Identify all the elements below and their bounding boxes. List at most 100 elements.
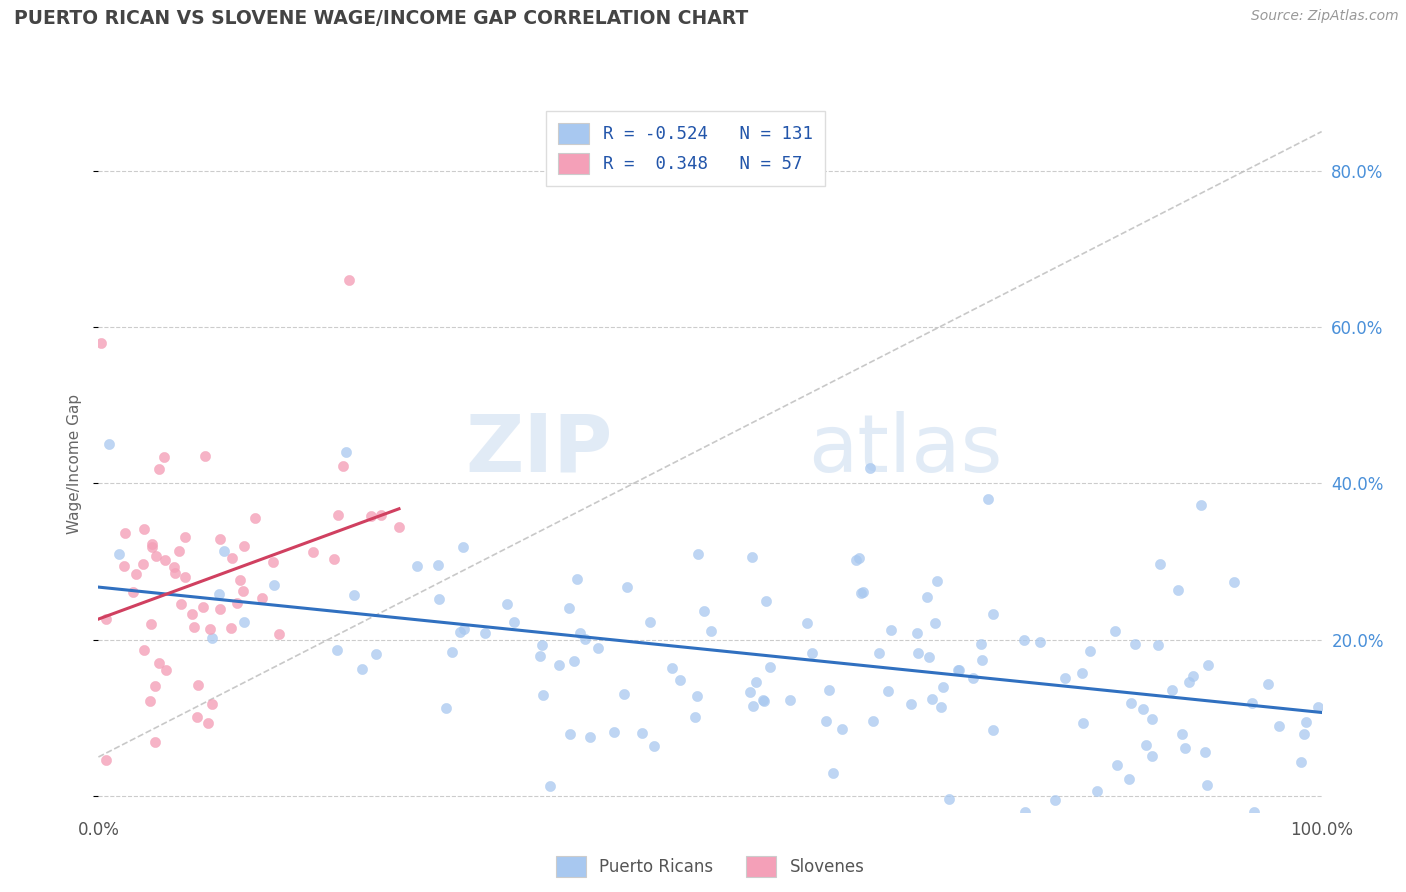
- Point: [669, 673, 692, 688]
- Point: [741, 549, 763, 564]
- Point: [366, 647, 388, 661]
- Point: [1268, 719, 1291, 733]
- Point: [1257, 676, 1279, 690]
- Point: [194, 449, 217, 463]
- Point: [186, 710, 208, 724]
- Point: [98, 437, 121, 451]
- Point: [686, 547, 709, 561]
- Point: [558, 601, 581, 615]
- Point: [1149, 557, 1171, 571]
- Point: [1029, 634, 1052, 648]
- Point: [1142, 748, 1164, 763]
- Point: [938, 792, 960, 806]
- Point: [360, 508, 382, 523]
- Point: [427, 591, 450, 606]
- Point: [1181, 669, 1204, 683]
- Point: [94, 753, 117, 767]
- Point: [143, 735, 166, 749]
- Point: [970, 637, 993, 651]
- Point: [1177, 674, 1199, 689]
- Point: [1053, 671, 1076, 685]
- Point: [1071, 715, 1094, 730]
- Point: [900, 697, 922, 711]
- Point: [326, 508, 349, 522]
- Point: [228, 573, 250, 587]
- Point: [1043, 793, 1066, 807]
- Point: [1189, 498, 1212, 512]
- Point: [148, 462, 170, 476]
- Point: [744, 675, 766, 690]
- Point: [876, 684, 898, 698]
- Point: [921, 692, 943, 706]
- Point: [141, 537, 163, 551]
- Point: [1291, 755, 1313, 769]
- Point: [1078, 644, 1101, 658]
- Point: [370, 508, 392, 522]
- Point: [1223, 574, 1246, 589]
- Point: [148, 657, 170, 671]
- Point: [197, 715, 219, 730]
- Point: [558, 726, 581, 740]
- Point: [335, 445, 357, 459]
- Point: [564, 654, 586, 668]
- Point: [1014, 805, 1036, 819]
- Point: [167, 544, 190, 558]
- Point: [474, 625, 496, 640]
- Point: [352, 661, 374, 675]
- Point: [759, 660, 782, 674]
- Point: [191, 599, 214, 614]
- Point: [686, 689, 709, 703]
- Point: [796, 616, 818, 631]
- Point: [155, 663, 177, 677]
- Point: [848, 550, 870, 565]
- Point: [208, 602, 231, 616]
- Point: [426, 558, 449, 573]
- Point: [226, 597, 249, 611]
- Point: [1121, 696, 1143, 710]
- Point: [450, 624, 472, 639]
- Point: [1104, 624, 1126, 638]
- Point: [434, 701, 457, 715]
- Point: [742, 698, 765, 713]
- Point: [1197, 657, 1219, 672]
- Point: [586, 640, 609, 655]
- Point: [1167, 582, 1189, 597]
- Point: [880, 624, 903, 638]
- Point: [823, 766, 845, 780]
- Point: [451, 540, 474, 554]
- Point: [981, 607, 1004, 621]
- Point: [538, 779, 561, 793]
- Point: [181, 607, 204, 622]
- Point: [602, 725, 624, 739]
- Point: [631, 726, 654, 740]
- Point: [183, 620, 205, 634]
- Point: [1105, 757, 1128, 772]
- Point: [1243, 805, 1265, 819]
- Point: [132, 558, 155, 572]
- Point: [502, 615, 524, 629]
- Point: [233, 615, 256, 629]
- Point: [141, 540, 163, 554]
- Y-axis label: Wage/Income Gap: Wage/Income Gap: [67, 393, 83, 534]
- Point: [531, 689, 554, 703]
- Point: [163, 566, 186, 581]
- Point: [496, 597, 519, 611]
- Point: [661, 661, 683, 675]
- Point: [163, 560, 186, 574]
- Text: Source: ZipAtlas.com: Source: ZipAtlas.com: [1251, 9, 1399, 23]
- Point: [1294, 727, 1316, 741]
- Point: [263, 578, 285, 592]
- Point: [153, 450, 176, 464]
- Point: [530, 638, 553, 652]
- Point: [208, 532, 231, 546]
- Point: [752, 694, 775, 708]
- Point: [90, 335, 112, 350]
- Point: [915, 590, 938, 604]
- Point: [1147, 638, 1170, 652]
- Legend: Puerto Ricans, Slovenes: Puerto Ricans, Slovenes: [548, 850, 872, 883]
- Point: [440, 645, 463, 659]
- Point: [214, 544, 236, 558]
- Point: [849, 586, 872, 600]
- Point: [250, 591, 273, 605]
- Point: [132, 522, 155, 536]
